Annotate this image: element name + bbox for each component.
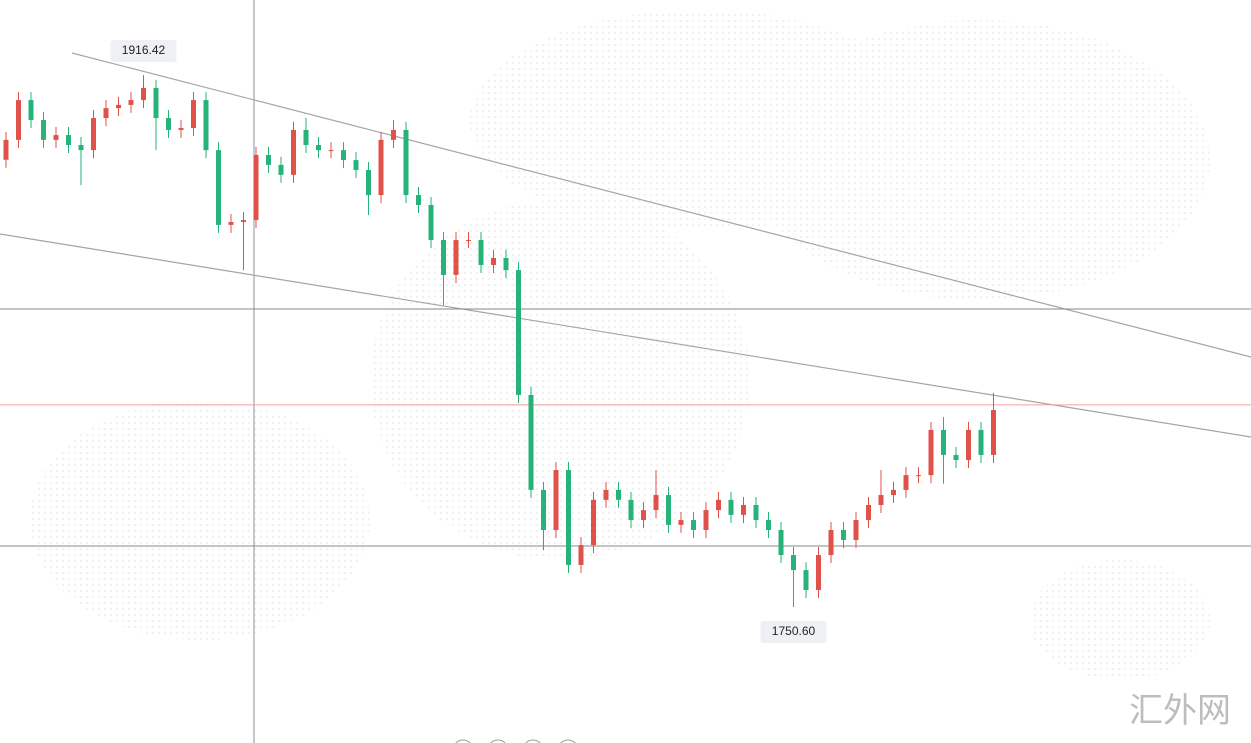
candle-body [578, 545, 584, 565]
candle-body [716, 499, 721, 511]
candle-body [366, 170, 371, 196]
candle-body [191, 100, 196, 129]
candle-body [566, 470, 571, 565]
candle-body [866, 504, 871, 521]
candle-body [753, 504, 759, 521]
candle-body [66, 135, 71, 146]
candle-body [941, 429, 946, 455]
candle-body [91, 118, 96, 151]
candle-body [628, 499, 634, 521]
candle-body [728, 499, 734, 515]
candle-body [966, 429, 971, 461]
candle-body [491, 257, 496, 265]
trend-line [0, 233, 1251, 438]
candle-body [166, 118, 171, 130]
candle-body [41, 119, 46, 140]
candle-body [741, 504, 746, 515]
candle-body [303, 129, 309, 146]
candle-body [278, 164, 284, 175]
candle-body [978, 429, 984, 455]
candle-body [778, 530, 784, 556]
candle-body [428, 205, 434, 240]
candle-body [803, 570, 809, 590]
candle-body [228, 222, 234, 225]
price-tag: 1750.60 [772, 624, 816, 638]
price-tag-bg [760, 621, 827, 643]
candle-body [891, 489, 896, 496]
candle-body [416, 195, 421, 206]
candle-body [391, 129, 396, 140]
candle-body [553, 470, 559, 531]
candle-body [453, 239, 459, 275]
candle-body [828, 530, 834, 556]
candle-body [678, 520, 684, 525]
candle-body [153, 87, 159, 119]
candle-body [841, 530, 846, 540]
candle-body [928, 429, 934, 476]
candle-body [141, 87, 146, 101]
candle-body [128, 100, 134, 105]
candle-body [316, 145, 321, 151]
candle-body [603, 489, 609, 500]
candle-body [466, 239, 471, 241]
candle-body [78, 145, 84, 151]
candle-body [541, 489, 546, 531]
candle-body [28, 100, 34, 120]
candle-body [503, 257, 509, 271]
candle-body [528, 394, 534, 490]
candle-body [341, 150, 346, 161]
candle-body [241, 220, 246, 223]
candle-body [766, 520, 771, 531]
candle-body [691, 520, 696, 531]
candle-body [216, 150, 221, 225]
candle-body [478, 239, 484, 265]
candle-body [328, 150, 334, 152]
candle-body [203, 100, 209, 151]
toolbar-buttons[interactable] [453, 739, 578, 743]
candle-body [953, 454, 959, 461]
candle-body [353, 160, 359, 171]
candle-body [266, 154, 271, 165]
candle-body [178, 128, 184, 130]
candle-body [791, 555, 796, 571]
candle-body [16, 100, 21, 140]
candle-body [991, 410, 996, 455]
candle-body [903, 475, 909, 490]
world-map-background [30, 10, 1210, 680]
candle-body [3, 139, 9, 160]
candle-body [403, 129, 409, 196]
candle-body [816, 555, 821, 590]
candle-body [53, 135, 59, 140]
price-tag-bg [110, 40, 177, 62]
candle-body [853, 520, 859, 540]
candle-body [616, 489, 621, 500]
candle-body [666, 495, 671, 525]
watermark: 汇外网 [1129, 692, 1231, 730]
trend-line [71, 52, 1251, 358]
candle-body [116, 104, 121, 109]
candle-body [916, 475, 921, 477]
candle-body [703, 510, 709, 531]
candles: 1916.42 1750.60 [0, 40, 1251, 643]
candle-body [291, 129, 296, 175]
candle-body [378, 139, 384, 196]
candle-body [516, 270, 521, 395]
candle-body [878, 495, 884, 505]
candle-body [641, 510, 646, 521]
candle-body [103, 108, 109, 119]
candle-body [441, 239, 446, 275]
candle-body [253, 154, 259, 221]
candle-body [653, 495, 659, 511]
candle-body [591, 499, 596, 546]
price-tag: 1916.42 [122, 43, 166, 57]
